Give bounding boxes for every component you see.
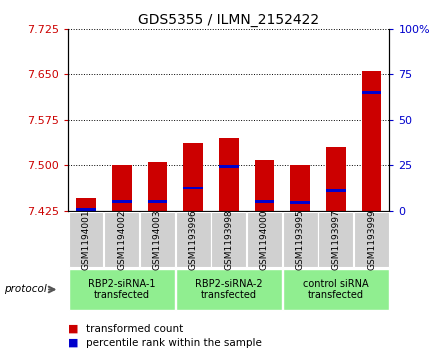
Text: ■: ■ bbox=[68, 338, 79, 348]
Text: GSM1194001: GSM1194001 bbox=[81, 209, 91, 270]
Bar bbox=[147, 162, 167, 211]
Text: percentile rank within the sample: percentile rank within the sample bbox=[86, 338, 262, 348]
Text: RBP2-siRNA-1
transfected: RBP2-siRNA-1 transfected bbox=[88, 279, 155, 300]
Bar bbox=[255, 160, 274, 211]
Title: GDS5355 / ILMN_2152422: GDS5355 / ILMN_2152422 bbox=[138, 13, 319, 26]
Bar bbox=[255, 200, 274, 203]
Text: GSM1193999: GSM1193999 bbox=[367, 209, 376, 270]
Bar bbox=[219, 165, 238, 168]
Bar bbox=[290, 201, 310, 204]
Bar bbox=[183, 187, 203, 189]
Bar bbox=[326, 147, 346, 211]
Text: GSM1194003: GSM1194003 bbox=[153, 209, 162, 270]
Bar bbox=[362, 72, 381, 211]
Text: GSM1193998: GSM1193998 bbox=[224, 209, 233, 270]
Bar bbox=[112, 165, 132, 211]
Text: RBP2-siRNA-2
transfected: RBP2-siRNA-2 transfected bbox=[195, 279, 263, 300]
Bar bbox=[76, 199, 96, 211]
Text: GSM1193997: GSM1193997 bbox=[331, 209, 341, 270]
Text: GSM1194000: GSM1194000 bbox=[260, 209, 269, 270]
Text: transformed count: transformed count bbox=[86, 323, 183, 334]
Bar bbox=[326, 189, 346, 192]
Bar bbox=[112, 200, 132, 203]
Text: GSM1194002: GSM1194002 bbox=[117, 209, 126, 270]
Text: ■: ■ bbox=[68, 323, 79, 334]
Bar bbox=[76, 208, 96, 211]
Text: protocol: protocol bbox=[4, 285, 47, 294]
Bar bbox=[362, 91, 381, 94]
Text: control siRNA
transfected: control siRNA transfected bbox=[303, 279, 369, 300]
Bar bbox=[219, 138, 238, 211]
Bar bbox=[290, 165, 310, 211]
Bar bbox=[183, 143, 203, 211]
Text: GSM1193996: GSM1193996 bbox=[189, 209, 198, 270]
Bar bbox=[147, 200, 167, 203]
Text: GSM1193995: GSM1193995 bbox=[296, 209, 304, 270]
